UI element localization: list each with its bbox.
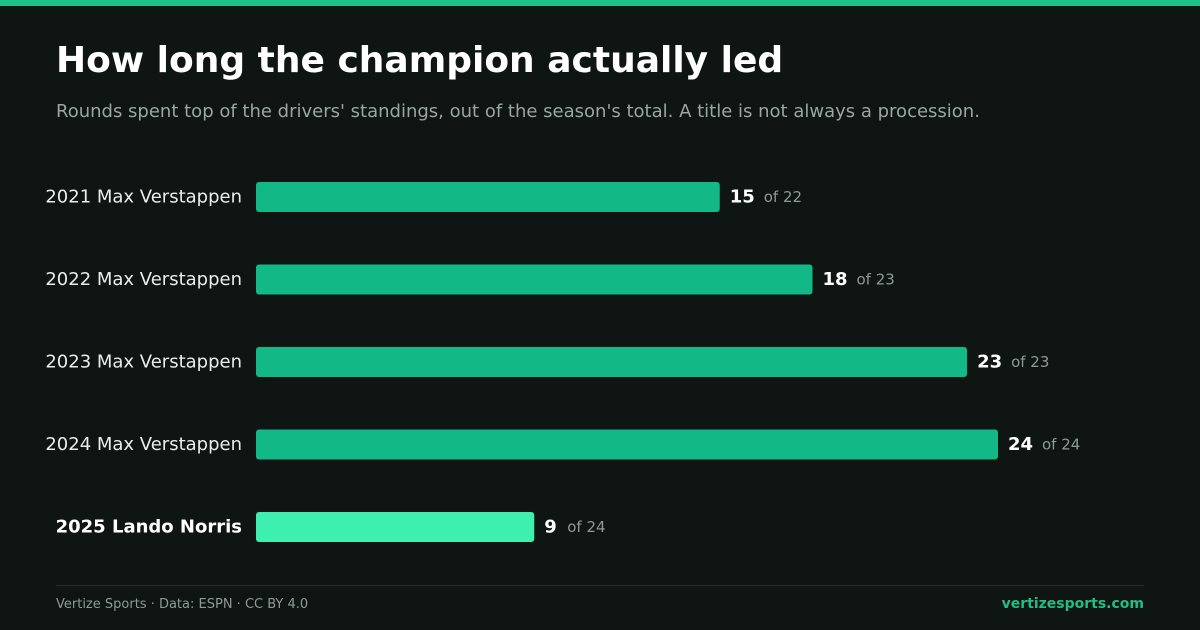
total-label: of 23 (1011, 353, 1049, 371)
bar (256, 429, 998, 460)
total-label: of 22 (764, 188, 802, 206)
category-label: 2024 Max Verstappen (45, 434, 242, 455)
total-label: of 24 (567, 518, 605, 536)
category-label: 2023 Max Verstappen (45, 352, 242, 373)
bar (256, 182, 720, 212)
footer-credit: Vertize Sports · Data: ESPN · CC BY 4.0 (56, 597, 309, 612)
bar-chart: 2021 Max Verstappen 15 of 22 2022 Max Verst… (45, 182, 1080, 542)
value-label: 18 (823, 269, 848, 290)
bar (256, 347, 968, 377)
value-label: 15 (730, 187, 755, 208)
footer-site-link[interactable]: vertizesports.com (1001, 596, 1144, 612)
page-subtitle: Rounds spent top of the drivers' standin… (56, 101, 980, 122)
bar (256, 264, 813, 295)
total-label: of 24 (1042, 436, 1080, 454)
category-label: 2022 Max Verstappen (45, 269, 242, 290)
value-label: 9 (544, 517, 557, 538)
value-label: 24 (1008, 434, 1033, 455)
footer-divider (56, 585, 1144, 586)
top-accent-bar (0, 0, 1200, 6)
value-label: 23 (977, 352, 1002, 373)
category-label: 2025 Lando Norris (56, 517, 242, 538)
bar (256, 512, 535, 542)
category-label: 2021 Max Verstappen (45, 187, 242, 208)
total-label: of 23 (857, 271, 895, 289)
page-title: How long the champion actually led (56, 40, 784, 81)
